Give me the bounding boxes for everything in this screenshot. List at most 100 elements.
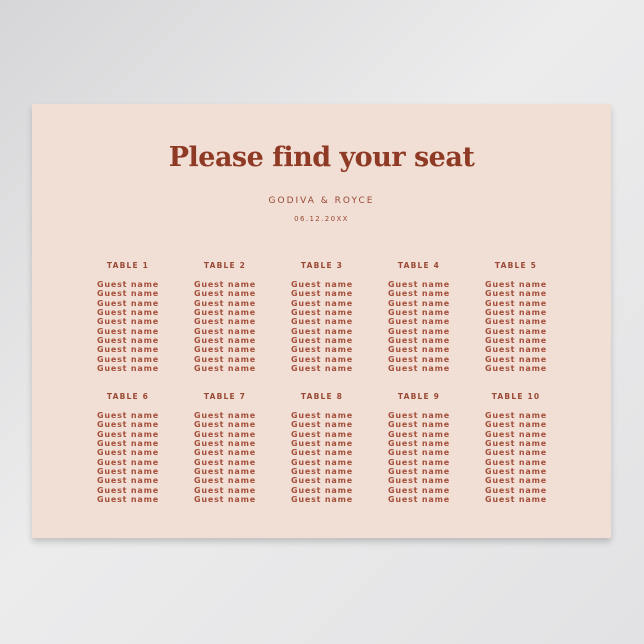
guest-name: Guest name: [291, 448, 353, 458]
guest-name: Guest name: [291, 317, 353, 327]
guest-name: Guest name: [97, 411, 159, 420]
guest-name: Guest name: [291, 298, 353, 308]
guest-name: Guest name: [97, 289, 159, 299]
guest-name: Guest name: [388, 448, 450, 458]
guest-name: Guest name: [194, 289, 256, 299]
event-date: 06.12.20XX: [294, 215, 349, 223]
guest-name: Guest name: [291, 467, 353, 477]
guest-name: Guest name: [97, 448, 159, 458]
guest-name: Guest name: [97, 457, 159, 467]
guest-name: Guest name: [291, 345, 353, 355]
table-block: TABLE 9 Guest name Guest name Guest name Gue…: [374, 392, 464, 504]
guest-name: Guest name: [194, 298, 256, 308]
guest-name: Guest name: [97, 439, 159, 449]
table-label: TABLE 1: [106, 261, 150, 270]
guest-name: Guest name: [388, 429, 450, 439]
guest-name: Guest name: [388, 495, 450, 505]
table-label: TABLE 2: [203, 261, 247, 270]
guest-name: Guest name: [485, 317, 547, 327]
guest-name: Guest name: [485, 280, 547, 289]
table-block: TABLE 7 Guest name Guest name Guest name Gue…: [180, 392, 270, 504]
guest-name: Guest name: [291, 289, 353, 299]
guest-name: Guest name: [388, 420, 450, 430]
guest-name: Guest name: [194, 429, 256, 439]
guest-name: Guest name: [194, 448, 256, 458]
guest-name: Guest name: [97, 476, 159, 486]
guest-name: Guest name: [485, 354, 547, 364]
table-block: TABLE 2 Guest name Guest name Guest name Gue…: [180, 261, 270, 373]
guest-name: Guest name: [194, 354, 256, 364]
guest-name: Guest name: [388, 317, 450, 327]
table-label: TABLE 4: [397, 261, 441, 270]
table-label: TABLE 5: [494, 261, 538, 270]
guest-name: Guest name: [291, 495, 353, 505]
guest-name: Guest name: [291, 364, 353, 374]
guest-name: Guest name: [291, 476, 353, 486]
guest-name: Guest name: [97, 326, 159, 336]
guest-name: Guest name: [194, 317, 256, 327]
guest-name: Guest name: [194, 411, 256, 420]
guest-name: Guest name: [194, 457, 256, 467]
table-block: TABLE 4 Guest name Guest name Guest name Gue…: [374, 261, 464, 373]
table-block: TABLE 10 Guest name Guest name Guest name Gu…: [471, 392, 561, 504]
guest-name: Guest name: [291, 336, 353, 346]
table-block: TABLE 5 Guest name Guest name Guest name Gue…: [471, 261, 561, 373]
table-block: TABLE 3 Guest name Guest name Guest name Gue…: [277, 261, 367, 373]
guest-name: Guest name: [388, 467, 450, 477]
guest-name: Guest name: [97, 345, 159, 355]
guest-name: Guest name: [97, 280, 159, 289]
guest-name: Guest name: [388, 485, 450, 495]
guest-name: Guest name: [388, 280, 450, 289]
guest-name: Guest name: [388, 336, 450, 346]
guest-name: Guest name: [291, 439, 353, 449]
guest-name: Guest name: [97, 485, 159, 495]
guest-name: Guest name: [485, 495, 547, 505]
poster-title: Please find your seat: [168, 142, 475, 173]
guest-name: Guest name: [97, 364, 159, 374]
guest-name: Guest name: [485, 467, 547, 477]
guest-name: Guest name: [388, 354, 450, 364]
table-label: TABLE 6: [106, 392, 150, 401]
guest-name: Guest name: [485, 448, 547, 458]
table-block: TABLE 8 Guest name Guest name Guest name Gue…: [277, 392, 367, 504]
guest-name: Guest name: [291, 429, 353, 439]
table-label: TABLE 7: [203, 392, 247, 401]
table-block: TABLE 1 Guest name Guest name Guest name Gue…: [83, 261, 173, 373]
guest-name: Guest name: [291, 354, 353, 364]
guest-name: Guest name: [291, 485, 353, 495]
guest-name: Guest name: [485, 364, 547, 374]
guest-name: Guest name: [97, 495, 159, 505]
guest-name: Guest name: [485, 485, 547, 495]
table-label: TABLE 8: [300, 392, 344, 401]
guest-name: Guest name: [97, 317, 159, 327]
guest-name: Guest name: [388, 364, 450, 374]
guest-name: Guest name: [194, 495, 256, 505]
couple-names: GODIVA & ROYCE: [268, 196, 375, 206]
guest-name: Guest name: [291, 308, 353, 318]
table-label: TABLE 3: [300, 261, 344, 270]
guest-name: Guest name: [291, 411, 353, 420]
guest-name: Guest name: [194, 476, 256, 486]
guest-name: Guest name: [97, 308, 159, 318]
guest-name: Guest name: [97, 467, 159, 477]
guest-name: Guest name: [388, 326, 450, 336]
guest-name: Guest name: [388, 345, 450, 355]
guest-name: Guest name: [291, 326, 353, 336]
guest-name: Guest name: [194, 420, 256, 430]
guest-name: Guest name: [388, 289, 450, 299]
guest-name: Guest name: [485, 308, 547, 318]
guest-name: Guest name: [194, 308, 256, 318]
guest-name: Guest name: [97, 354, 159, 364]
guest-name: Guest name: [194, 439, 256, 449]
guest-name: Guest name: [485, 420, 547, 430]
guest-name: Guest name: [485, 411, 547, 420]
guest-name: Guest name: [388, 411, 450, 420]
guest-name: Guest name: [291, 420, 353, 430]
guest-name: Guest name: [388, 439, 450, 449]
guest-name: Guest name: [485, 289, 547, 299]
guest-name: Guest name: [388, 457, 450, 467]
seating-chart-poster: Please find your seat GODIVA & ROYCE 06.…: [32, 104, 611, 538]
table-block: TABLE 6 Guest name Guest name Guest name Gue…: [83, 392, 173, 504]
guest-name: Guest name: [97, 429, 159, 439]
guest-name: Guest name: [485, 439, 547, 449]
